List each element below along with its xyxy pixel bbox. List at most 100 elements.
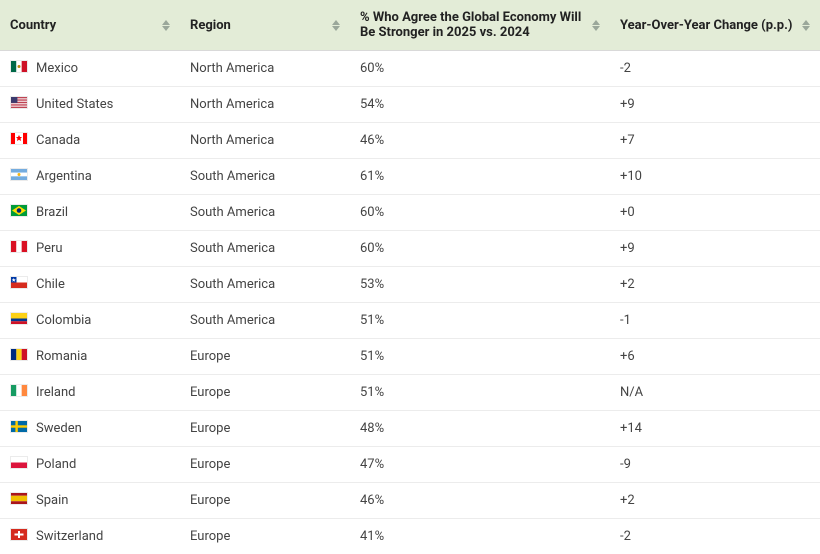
country-name: Brazil (36, 205, 68, 220)
cell-country: Brazil (0, 195, 180, 231)
country-name: Mexico (36, 61, 78, 76)
cell-pct: 51% (350, 303, 610, 339)
col-header-label: % Who Agree the Global Economy Will Be S… (360, 10, 584, 40)
cell-yoy: -9 (610, 447, 820, 483)
cell-country: Mexico (0, 51, 180, 87)
country-name: Peru (36, 241, 63, 256)
flag-icon (10, 348, 28, 365)
col-header-region[interactable]: Region (180, 0, 350, 51)
cell-region: Europe (180, 447, 350, 483)
cell-yoy: -2 (610, 519, 820, 554)
cell-yoy: +14 (610, 411, 820, 447)
cell-pct: 60% (350, 195, 610, 231)
cell-yoy: +10 (610, 159, 820, 195)
country-name: Switzerland (36, 529, 103, 544)
cell-region: Europe (180, 411, 350, 447)
cell-yoy: +9 (610, 231, 820, 267)
flag-icon (10, 492, 28, 509)
cell-yoy: +6 (610, 339, 820, 375)
country-name: Poland (36, 457, 76, 472)
flag-icon (10, 60, 28, 77)
cell-region: Europe (180, 375, 350, 411)
flag-icon (10, 240, 28, 257)
cell-region: South America (180, 159, 350, 195)
table-body: Mexico North America 60% -2 United State… (0, 51, 820, 554)
cell-country: Spain (0, 483, 180, 519)
table-row: Chile South America 53% +2 (0, 267, 820, 303)
country-name: Spain (36, 493, 68, 508)
cell-pct: 41% (350, 519, 610, 554)
flag-icon (10, 456, 28, 473)
col-header-pct[interactable]: % Who Agree the Global Economy Will Be S… (350, 0, 610, 51)
col-header-label: Region (190, 18, 231, 33)
cell-region: North America (180, 51, 350, 87)
cell-country: Romania (0, 339, 180, 375)
economy-optimism-table: Country Region % Who Agree the Global Ec… (0, 0, 820, 554)
flag-icon (10, 132, 28, 149)
cell-region: Europe (180, 339, 350, 375)
cell-country: Switzerland (0, 519, 180, 554)
table-row: Colombia South America 51% -1 (0, 303, 820, 339)
cell-pct: 51% (350, 339, 610, 375)
cell-yoy: +7 (610, 123, 820, 159)
sort-icon (162, 20, 170, 31)
country-name: Canada (36, 133, 80, 148)
cell-country: Chile (0, 267, 180, 303)
cell-region: South America (180, 267, 350, 303)
flag-icon (10, 528, 28, 545)
col-header-yoy[interactable]: Year-Over-Year Change (p.p.) (610, 0, 820, 51)
cell-country: Canada (0, 123, 180, 159)
cell-yoy: N/A (610, 375, 820, 411)
cell-region: North America (180, 87, 350, 123)
table-row: Mexico North America 60% -2 (0, 51, 820, 87)
cell-country: Argentina (0, 159, 180, 195)
cell-pct: 61% (350, 159, 610, 195)
cell-yoy: +9 (610, 87, 820, 123)
flag-icon (10, 312, 28, 329)
table-row: Canada North America 46% +7 (0, 123, 820, 159)
cell-yoy: +2 (610, 267, 820, 303)
flag-icon (10, 204, 28, 221)
table-row: Spain Europe 46% +2 (0, 483, 820, 519)
table-row: Romania Europe 51% +6 (0, 339, 820, 375)
flag-icon (10, 96, 28, 113)
table-row: Sweden Europe 48% +14 (0, 411, 820, 447)
table-row: United States North America 54% +9 (0, 87, 820, 123)
cell-region: Europe (180, 519, 350, 554)
cell-pct: 46% (350, 483, 610, 519)
table-row: Ireland Europe 51% N/A (0, 375, 820, 411)
cell-pct: 60% (350, 231, 610, 267)
sort-icon (802, 20, 810, 31)
table-row: Switzerland Europe 41% -2 (0, 519, 820, 554)
flag-icon (10, 384, 28, 401)
flag-icon (10, 276, 28, 293)
table-header: Country Region % Who Agree the Global Ec… (0, 0, 820, 51)
cell-country: Peru (0, 231, 180, 267)
cell-pct: 53% (350, 267, 610, 303)
cell-pct: 47% (350, 447, 610, 483)
cell-region: North America (180, 123, 350, 159)
table-row: Peru South America 60% +9 (0, 231, 820, 267)
country-name: United States (36, 97, 113, 112)
country-name: Ireland (36, 385, 75, 400)
col-header-label: Year-Over-Year Change (p.p.) (620, 18, 792, 33)
col-header-label: Country (10, 18, 56, 33)
cell-yoy: -1 (610, 303, 820, 339)
cell-pct: 48% (350, 411, 610, 447)
col-header-country[interactable]: Country (0, 0, 180, 51)
cell-pct: 46% (350, 123, 610, 159)
sort-icon (592, 20, 600, 31)
table-row: Brazil South America 60% +0 (0, 195, 820, 231)
country-name: Colombia (36, 313, 91, 328)
cell-country: Poland (0, 447, 180, 483)
cell-pct: 51% (350, 375, 610, 411)
table-row: Poland Europe 47% -9 (0, 447, 820, 483)
cell-country: Colombia (0, 303, 180, 339)
country-name: Romania (36, 349, 87, 364)
country-name: Argentina (36, 169, 92, 184)
cell-country: United States (0, 87, 180, 123)
cell-country: Sweden (0, 411, 180, 447)
cell-region: South America (180, 195, 350, 231)
flag-icon (10, 168, 28, 185)
sort-icon (332, 20, 340, 31)
